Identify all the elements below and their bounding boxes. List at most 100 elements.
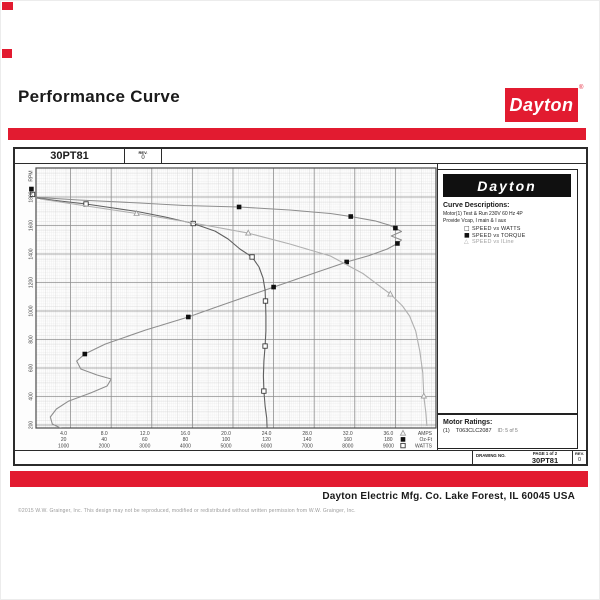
svg-text:8.0: 8.0 (101, 431, 108, 437)
svg-text:600: 600 (29, 364, 35, 373)
bottom-red-rule (10, 471, 588, 487)
svg-text:36.0: 36.0 (384, 431, 394, 437)
x-axis-row-amps: 4.0 8.0 12.0 16.0 20.0 24.0 28.0 32.0 36.0 AMPS (60, 429, 433, 437)
open-square-legend-marker-icon: □ (464, 225, 470, 233)
title-block-row: 30PT81 REV. 0 (15, 149, 586, 164)
curve-descriptions-heading: Curve Descriptions: (443, 202, 510, 209)
motor-ratings-box: Motor Ratings: (1) T063CLC2087 ID: 5 of … (438, 414, 578, 449)
page-and-number-cell: PAGE 1 of 2 30PT81 (518, 451, 572, 465)
motor-rating-index: (1) (443, 428, 450, 434)
svg-text:1400: 1400 (29, 248, 35, 259)
drawing-frame: 30PT81 REV. 0 RPM 1800 1600 1400 1200 1000 8 (13, 147, 588, 466)
strip-drawing-number: 30PT81 (531, 456, 559, 465)
svg-text:WATTS: WATTS (415, 443, 433, 449)
title-block-spacer (162, 149, 586, 163)
page-edge-red-artifact (2, 49, 12, 58)
svg-text:2000: 2000 (99, 443, 110, 449)
svg-text:800: 800 (29, 335, 35, 344)
curve-descriptions-box: Dayton Curve Descriptions: Motor(1) Test… (438, 169, 578, 414)
rev-value: 0 (141, 155, 145, 161)
svg-text:3000: 3000 (139, 443, 150, 449)
svg-text:4.0: 4.0 (60, 431, 67, 437)
motor-rating-id-note: ID: 5 of 5 (497, 428, 518, 434)
svg-text:180: 180 (384, 437, 393, 443)
strip-rev-label: REV. (575, 451, 584, 456)
dayton-logo: Dayton (505, 88, 578, 122)
svg-text:160: 160 (344, 437, 353, 443)
svg-text:32.0: 32.0 (343, 431, 353, 437)
svg-text:80: 80 (183, 437, 189, 443)
open-triangle-legend-marker-icon: △ (464, 238, 469, 246)
strip-rev-cell: REV. 0 (572, 451, 586, 465)
svg-text:12.0: 12.0 (140, 431, 150, 437)
chart-legend: □ SPEED vs WATTS ■ SPEED vs TORQUE △ SPEED vs… (464, 226, 577, 246)
drawing-info-strip: DRAWING NO. PAGE 1 of 2 30PT81 REV. 0 (472, 451, 586, 465)
svg-text:200: 200 (29, 421, 35, 430)
series-speed-vs-watts (36, 197, 268, 428)
dayton-panel-logo-text: Dayton (477, 177, 537, 194)
svg-text:7000: 7000 (302, 443, 313, 449)
legend-label: SPEED vs ILine (472, 239, 514, 246)
copyright-line: ©2015 W.W. Grainger, Inc. This design ma… (18, 508, 356, 514)
svg-text:20.0: 20.0 (221, 431, 231, 437)
svg-text:140: 140 (303, 437, 312, 443)
motor-rating-model: T063CLC2087 (455, 428, 492, 434)
legend-label: SPEED vs TORQUE (472, 232, 526, 239)
svg-text:AMPS: AMPS (418, 431, 433, 437)
x-axis-row-watts: 1000 2000 3000 4000 5000 6000 7000 8000 9000 WATT… (58, 442, 433, 449)
legend-item: □ SPEED vs WATTS (464, 226, 577, 233)
svg-text:1000: 1000 (29, 305, 35, 316)
legend-item: ■ SPEED vs TORQUE (464, 231, 577, 240)
y-axis-labels: RPM 1800 1600 1400 1200 1000 800 600 400 200 (29, 170, 35, 429)
svg-text:8000: 8000 (342, 443, 353, 449)
mid-grid (36, 168, 436, 428)
svg-text:28.0: 28.0 (302, 431, 312, 437)
motor-ratings-line: (1) T063CLC2087 ID: 5 of 5 (443, 428, 577, 434)
svg-text:Oz-Ft: Oz-Ft (420, 437, 433, 443)
svg-text:4000: 4000 (180, 443, 191, 449)
series-markers (29, 186, 400, 357)
svg-text:40: 40 (101, 437, 107, 443)
series-speed-vs-torque (36, 196, 403, 428)
right-panel: Dayton Curve Descriptions: Motor(1) Test… (437, 164, 586, 450)
svg-text:100: 100 (222, 437, 231, 443)
curve-description-line: Provide Vcap, I main & I aux (443, 218, 507, 224)
x-axis-row-ozft: 20 40 60 80 100 120 140 160 180 Oz-Ft (61, 437, 433, 443)
drawing-number: 30PT81 (15, 149, 125, 163)
registered-trademark-mark: ® (579, 85, 584, 91)
filled-square-legend-marker-icon: ■ (464, 231, 470, 239)
legend-label: SPEED vs WATTS (472, 226, 521, 233)
page-title: Performance Curve (18, 87, 180, 106)
revision-cell: REV. 0 (125, 149, 162, 163)
svg-text:1000: 1000 (58, 443, 69, 449)
drawing-no-label: DRAWING NO. (476, 453, 506, 458)
svg-text:1800: 1800 (29, 191, 35, 202)
svg-text:400: 400 (29, 392, 35, 401)
svg-text:1200: 1200 (29, 277, 35, 288)
svg-text:24.0: 24.0 (262, 431, 272, 437)
performance-curve-chart: RPM 1800 1600 1400 1200 1000 800 600 400 200 4.0 8.… (15, 164, 437, 450)
page-edge-red-artifact (2, 2, 13, 10)
svg-text:16.0: 16.0 (181, 431, 191, 437)
svg-text:RPM: RPM (29, 170, 35, 181)
svg-text:6000: 6000 (261, 443, 272, 449)
dayton-panel-logo: Dayton (443, 174, 571, 197)
rev-label: REV. (138, 150, 148, 155)
strip-rev-value: 0 (577, 457, 582, 463)
series-markers (133, 209, 428, 399)
motor-ratings-heading: Motor Ratings: (443, 419, 493, 426)
plot-border (35, 167, 437, 429)
svg-text:120: 120 (262, 437, 271, 443)
svg-text:9000: 9000 (383, 443, 394, 449)
dayton-logo-text: Dayton (509, 94, 574, 115)
top-red-rule (8, 128, 586, 140)
footer-company-line: Dayton Electric Mfg. Co. Lake Forest, IL… (322, 491, 575, 502)
svg-text:5000: 5000 (220, 443, 231, 449)
svg-text:20: 20 (61, 437, 67, 443)
svg-text:60: 60 (142, 437, 148, 443)
curve-description-line: Motor(1) Test & Run 230V 60 Hz 4P (443, 211, 523, 217)
bottom-strip-row: DRAWING NO. PAGE 1 of 2 30PT81 REV. 0 (15, 451, 586, 465)
svg-text:1600: 1600 (29, 220, 35, 231)
chart-and-panel-row: RPM 1800 1600 1400 1200 1000 800 600 400 200 4.0 8.… (15, 164, 586, 451)
